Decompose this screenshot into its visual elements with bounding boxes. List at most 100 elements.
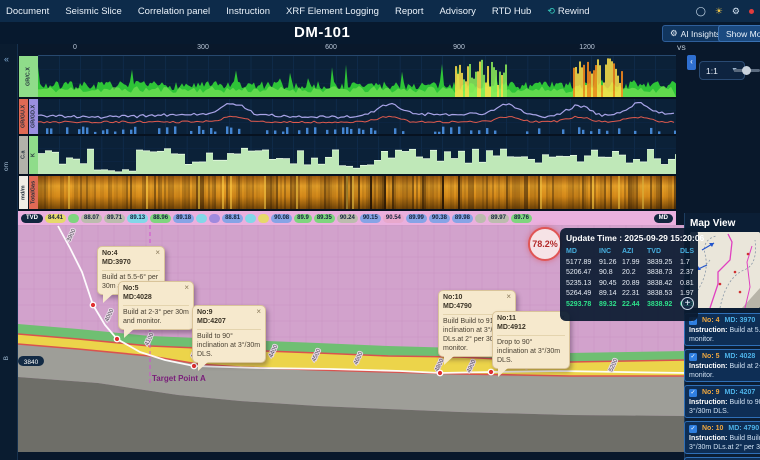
card-no: No: 9: [702, 389, 720, 396]
survey-cell: 0.81: [680, 279, 694, 287]
tvd-value-pill: 89.97: [487, 213, 509, 223]
close-icon[interactable]: ×: [155, 248, 160, 257]
survey-cell: 5264.49: [566, 290, 592, 297]
mini-map[interactable]: [690, 232, 760, 308]
checkbox-checked-icon[interactable]: ✓: [689, 388, 697, 397]
ruler-tick: 600: [325, 44, 337, 51]
menubar-right-icons: ◯ ☀ ⚙: [696, 6, 754, 17]
ruler-tick: 0: [73, 44, 77, 51]
tvd-value-pill: 89.71: [104, 213, 126, 223]
survey-cell: 20.89: [622, 279, 640, 287]
card-no: No: 4: [702, 317, 720, 324]
survey-col-header: MD: [566, 248, 577, 255]
theme-sun-icon[interactable]: ☀: [714, 5, 723, 16]
track-label-gr-c-x[interactable]: GR/C.X: [18, 56, 38, 97]
callout-md: MD:4790: [443, 302, 472, 310]
rewind-icon: ⟲: [547, 5, 555, 16]
survey-cell: 3839.25: [647, 258, 673, 266]
close-icon[interactable]: ×: [506, 292, 511, 301]
settings-gear-icon[interactable]: ⚙: [731, 5, 740, 16]
zoom-slider-handle[interactable]: [742, 66, 751, 75]
tvd-value-pill: [258, 213, 270, 223]
update-time: Update Time : 2025-09-29 15:20:06: [566, 233, 704, 243]
track-label-gr-gu-x[interactable]: GR/GU.X: [18, 99, 28, 134]
callout-no-5[interactable]: No:5 MD:4028 × Build at 2-3° per 30m and mo…: [118, 281, 194, 338]
card-md: MD: 4790: [728, 425, 760, 432]
tvd-value-pill: 88.96: [150, 213, 172, 223]
log-track-row: GR/GU.X GR/GD.X: [18, 99, 676, 136]
sidebar-vertical-label[interactable]: B: [3, 356, 10, 361]
track-plot: [38, 136, 676, 174]
survey-table: MD INC AZI TVD DLS 5177.89 91.26 17.99 3839.25 1.…: [566, 248, 694, 308]
map-view-title: Map View: [690, 218, 736, 229]
callout-text: Build Build to 91° inclination at 3°/3 D…: [443, 313, 511, 353]
track-label-k[interactable]: K: [28, 136, 38, 174]
zoom-slider[interactable]: [734, 66, 760, 75]
track-plot: [38, 176, 676, 209]
callout-md: MD:4207: [197, 317, 226, 325]
checkbox-checked-icon[interactable]: ✓: [689, 352, 697, 361]
tvd-value-pill: 90.54: [382, 213, 404, 223]
track-label-gr-gd-x[interactable]: GR/GD.X: [28, 99, 38, 134]
instruction-card[interactable]: ✓ No: 9 MD: 4207 Instruction: Build to 90° …: [684, 385, 760, 418]
track-label-c-a[interactable]: C.a: [18, 136, 28, 174]
survey-cell: 1.7: [680, 258, 690, 266]
instruction-card[interactable]: ✓ No: 10 MD: 4790 Instruction: Build Build …: [684, 421, 760, 454]
target-point-label: Target Point A: [152, 374, 206, 383]
menu-item-seismic-slice[interactable]: Seismic Slice: [65, 5, 122, 17]
callout-no-9[interactable]: No:9 MD:4207 × Build to 90° inclination at …: [192, 305, 266, 371]
track-label-md-m[interactable]: md/m: [18, 176, 28, 209]
instruction-card[interactable]: ✓ No: 5 MD: 4028 Instruction: Build at 2-3°…: [684, 349, 760, 382]
tvd-ribbon-label: TVD: [21, 213, 43, 223]
survey-cell: 5177.89: [566, 258, 592, 266]
ai-icon: ⚙: [670, 28, 678, 38]
menu-item-instruction[interactable]: Instruction: [226, 5, 270, 17]
callout-md: MD:3970: [102, 258, 131, 266]
left-collapsed-sidebar: « om B: [0, 44, 18, 460]
track-label-chips: GR/GU.X GR/GD.X: [18, 99, 38, 134]
ruler-tick: 900: [453, 44, 465, 51]
menu-item-correlation-panel[interactable]: Correlation panel: [137, 5, 211, 17]
track-label-chips: md/m TotalGas: [18, 176, 38, 209]
instruction-card-list: ✓ No: 4 MD: 3970 Instruction: Build at 5.5-…: [684, 313, 760, 460]
tvd-value-pill: [68, 213, 80, 223]
tvd-value-pill: 90.08: [271, 213, 293, 223]
card-no: No: 5: [702, 353, 720, 360]
collapse-right-tab[interactable]: ‹: [687, 55, 696, 70]
expand-plus-button[interactable]: +: [681, 297, 694, 310]
sidebar-vertical-label[interactable]: om: [3, 162, 10, 172]
callout-text: Build to 90° inclination at 3°/30m DLS.: [197, 328, 261, 359]
ai-insights-label: AI Insights: [680, 28, 721, 39]
tvd-value-pill: 88.07: [81, 213, 103, 223]
record-dot-icon: [749, 8, 754, 14]
track-plot: [38, 56, 676, 97]
menu-item-report[interactable]: Report: [394, 5, 424, 17]
menu-items: Document Seismic Slice Correlation panel In…: [6, 6, 531, 17]
track-label-totalgas[interactable]: TotalGas: [28, 176, 38, 209]
update-time-label: Update Time :: [566, 233, 623, 243]
menu-item-rtd-hub[interactable]: RTD Hub: [491, 5, 532, 17]
card-no: No: 10: [702, 425, 724, 432]
close-icon[interactable]: ×: [184, 283, 189, 292]
collapse-left-icon[interactable]: «: [4, 54, 10, 64]
rewind-button[interactable]: ⟲ Rewind: [547, 6, 589, 17]
close-icon[interactable]: ×: [256, 307, 261, 316]
update-time-value: 2025-09-29 15:20:06: [624, 233, 705, 243]
menu-item-xrf-element-logging[interactable]: XRF Element Logging: [286, 5, 379, 17]
md-ribbon-label: MD: [653, 213, 673, 223]
callout-md: MD:4912: [497, 323, 526, 331]
checkbox-checked-icon[interactable]: ✓: [689, 424, 697, 433]
scale-value: 1:1: [706, 65, 718, 76]
clock-icon[interactable]: ◯: [695, 5, 706, 16]
show-mode-button[interactable]: Show Mode: [718, 25, 760, 42]
menu-item-document[interactable]: Document: [6, 5, 50, 17]
card-md: MD: 4028: [724, 353, 756, 360]
card-instruction-text: Instruction: Build Build to 91° inclinat…: [689, 435, 760, 452]
card-instruction-text: Instruction: Build at 5.5-6° per 30m and…: [689, 327, 760, 344]
tvd-ribbon: TVD 84.41 88.07 89.71 89.13 88.96 89.18 88.81 90…: [18, 211, 676, 225]
menu-item-advisory[interactable]: Advisory: [439, 5, 476, 17]
